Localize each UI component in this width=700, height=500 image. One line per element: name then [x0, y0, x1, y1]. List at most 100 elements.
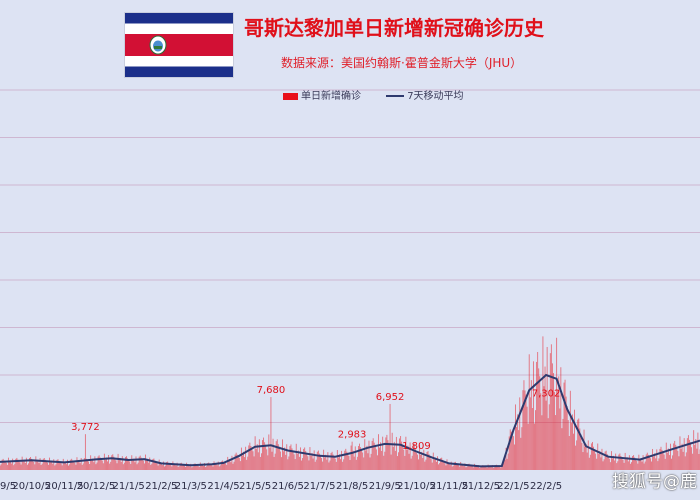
daily-bar — [245, 446, 247, 470]
daily-bar — [84, 434, 86, 470]
daily-bar — [274, 453, 276, 470]
daily-bar — [400, 436, 402, 470]
daily-bar — [328, 462, 330, 470]
daily-bar — [671, 458, 672, 470]
daily-bar — [438, 464, 440, 470]
daily-bar — [136, 464, 138, 470]
daily-bar — [310, 455, 312, 470]
daily-bar — [121, 456, 123, 470]
daily-bar — [353, 456, 355, 470]
daily-bar — [670, 443, 671, 470]
daily-bar — [253, 456, 255, 470]
daily-bar — [656, 449, 658, 470]
daily-bar — [693, 430, 695, 470]
daily-bar — [442, 459, 444, 470]
daily-bar — [690, 442, 691, 470]
daily-bar — [685, 452, 687, 470]
daily-bar — [140, 457, 142, 470]
daily-bar — [151, 463, 153, 470]
daily-bar — [558, 376, 560, 470]
daily-bar — [517, 414, 519, 470]
daily-bar — [231, 455, 233, 470]
daily-bar — [640, 458, 642, 470]
daily-bar — [346, 451, 348, 470]
daily-bar — [33, 461, 35, 470]
daily-bar — [130, 463, 132, 470]
daily-bar — [600, 457, 602, 470]
daily-bar — [204, 463, 205, 470]
daily-bar — [490, 467, 492, 470]
daily-bar — [677, 450, 679, 470]
daily-bar — [79, 463, 81, 470]
daily-bar — [281, 457, 282, 470]
daily-bar — [212, 466, 214, 470]
daily-bar — [155, 461, 157, 470]
daily-bar — [173, 464, 175, 470]
daily-bar — [18, 460, 20, 470]
daily-bar — [506, 458, 508, 470]
daily-bar — [313, 450, 315, 470]
daily-bar — [388, 442, 390, 470]
peak-annotation: 2,983 — [338, 430, 367, 441]
daily-bar — [150, 464, 152, 470]
daily-bar — [284, 447, 286, 470]
daily-bar — [629, 463, 631, 470]
daily-bar — [22, 461, 24, 470]
daily-bar — [2, 458, 4, 470]
daily-bar — [384, 451, 386, 470]
daily-bar — [134, 462, 136, 470]
daily-bar — [180, 462, 182, 470]
daily-bar — [521, 427, 523, 470]
x-tick-label: 20/12/5 — [77, 481, 116, 492]
daily-bar — [127, 458, 129, 470]
peak-annotation: 6,952 — [376, 392, 405, 403]
daily-bar — [237, 455, 239, 470]
daily-bar — [401, 441, 403, 470]
daily-bar — [71, 458, 73, 470]
daily-bar — [219, 465, 221, 470]
daily-bar — [307, 456, 309, 470]
daily-bar — [298, 456, 300, 470]
daily-bar — [309, 447, 311, 470]
daily-bar — [364, 439, 366, 470]
daily-bar — [326, 459, 328, 470]
daily-bar — [675, 444, 677, 470]
daily-bar — [12, 458, 14, 470]
daily-bar — [355, 459, 357, 470]
daily-bar — [296, 453, 298, 470]
daily-bar — [582, 452, 584, 470]
daily-bar — [28, 463, 29, 470]
daily-bar — [19, 462, 21, 470]
daily-bar — [41, 463, 43, 470]
daily-bar — [100, 458, 102, 470]
daily-bar — [207, 463, 209, 470]
daily-bar — [491, 465, 493, 470]
daily-bar — [0, 464, 2, 470]
watermark: 搜狐号@鹿 — [612, 472, 697, 492]
daily-bar — [577, 419, 579, 470]
daily-bar — [638, 454, 640, 470]
daily-bar — [480, 467, 482, 470]
daily-bar — [633, 455, 635, 470]
daily-bar — [334, 458, 336, 470]
daily-bar — [99, 457, 101, 470]
x-tick-label: 21/6/5 — [272, 481, 304, 492]
daily-bar — [599, 450, 601, 470]
daily-bar — [344, 450, 346, 470]
daily-bar — [443, 461, 445, 470]
daily-bar — [277, 444, 279, 470]
daily-bar — [467, 463, 469, 470]
daily-bar — [484, 466, 486, 470]
daily-bar — [103, 453, 105, 470]
daily-bar — [264, 442, 266, 470]
daily-bar — [322, 461, 324, 470]
daily-bar — [200, 465, 202, 470]
peak-annotation: 7,302 — [532, 389, 561, 400]
daily-bar — [64, 461, 66, 470]
daily-bar — [74, 462, 76, 470]
daily-bar — [468, 463, 470, 470]
daily-bar — [38, 463, 40, 470]
daily-bar — [201, 464, 203, 470]
daily-bar — [197, 465, 199, 470]
daily-bar — [300, 447, 301, 470]
